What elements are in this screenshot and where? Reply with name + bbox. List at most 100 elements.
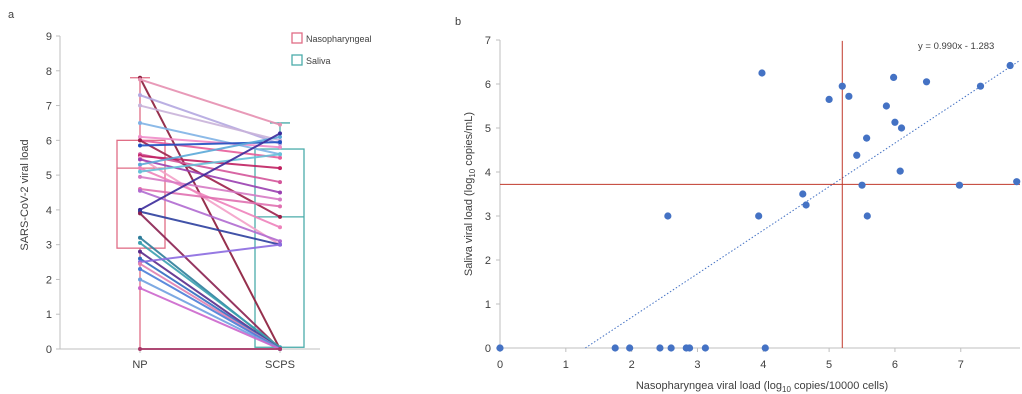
- np-point: [138, 134, 142, 139]
- pair-line: [139, 121, 281, 156]
- panel-a-y-axis-title: SARS-CoV-2 viral load: [19, 139, 31, 250]
- x-tick-label: 4: [760, 359, 766, 371]
- scps-point: [278, 140, 282, 145]
- scps-point: [278, 197, 282, 202]
- legend-swatch-nasopharyngeal: [291, 32, 303, 44]
- scps-point: [278, 204, 282, 209]
- paired-line: [138, 174, 282, 202]
- scatter-point: [755, 212, 763, 220]
- pair-line: [139, 212, 281, 350]
- scatter-point: [664, 212, 672, 220]
- np-point: [138, 261, 142, 266]
- scatter-point: [761, 344, 769, 352]
- np-point: [138, 174, 142, 179]
- scatter-point: [853, 151, 861, 159]
- scps-point: [278, 166, 282, 171]
- pair-line: [139, 210, 281, 246]
- np-point: [138, 267, 142, 272]
- scatter-point: [976, 82, 985, 90]
- paired-line: [138, 347, 282, 351]
- scatter-point: [922, 78, 931, 86]
- y-tick-label: 4: [46, 205, 52, 217]
- np-point: [138, 103, 142, 108]
- scatter-point: [863, 134, 871, 142]
- pair-line: [139, 243, 281, 264]
- scps-point: [278, 242, 282, 247]
- pair-line: [139, 287, 281, 350]
- scps-point: [278, 145, 282, 150]
- pair-line: [139, 139, 281, 159]
- panel-a-paired-lines: [138, 75, 282, 351]
- y-tick-label: 1: [46, 309, 52, 321]
- scps-point: [278, 131, 282, 136]
- np-point: [138, 188, 142, 193]
- scatter-point: [896, 167, 904, 175]
- np-point: [138, 256, 142, 261]
- paired-line: [138, 157, 282, 195]
- y-tick-label: 4: [485, 167, 491, 179]
- pair-line: [139, 78, 281, 126]
- scatter-point: [897, 124, 906, 132]
- x-tick-label: 5: [826, 359, 832, 371]
- legend-label-saliva: Saliva: [306, 56, 331, 66]
- y-tick-label: 5: [46, 170, 52, 182]
- panel-a-label: a: [8, 9, 15, 21]
- np-point: [138, 169, 142, 174]
- paired-line: [138, 152, 282, 174]
- y-tick-label: 1: [485, 299, 491, 311]
- y-tick-label: 2: [46, 274, 52, 286]
- scatter-point: [845, 92, 853, 100]
- y-tick-label: 9: [46, 31, 52, 43]
- scatter-point: [626, 344, 634, 352]
- scatter-point: [667, 344, 675, 352]
- panel-b-y-ticks: 0 1 2 3 4 5 6 7: [485, 35, 500, 355]
- scps-point: [278, 239, 282, 244]
- np-point: [138, 166, 142, 171]
- panel-b-y-axis-title: Saliva viral load (log10 copies/mL): [463, 112, 477, 276]
- scatter-point: [858, 181, 866, 189]
- y-tick-label: 0: [46, 344, 52, 356]
- scatter-point: [496, 344, 504, 352]
- x-tick-label: NP: [132, 359, 147, 371]
- x-tick-label: 2: [629, 359, 635, 371]
- panel-b-chart: b 0 1 2 3 4 5 6 7 0 1 2 3 4 5 6 7 y = 0.990x - 1.283 N…: [455, 16, 1021, 394]
- panel-a-legend: Nasopharyngeal Saliva: [291, 32, 372, 66]
- np-point: [138, 347, 142, 351]
- pair-line: [139, 135, 281, 166]
- y-tick-label: 3: [46, 240, 52, 252]
- x-tick-label: SCPS: [265, 359, 295, 371]
- pair-line: [139, 104, 281, 142]
- scatter-point: [685, 344, 694, 352]
- np-point: [138, 277, 142, 282]
- scatter-point: [799, 190, 807, 198]
- scatter-point: [955, 181, 964, 189]
- legend-swatch-saliva: [291, 54, 303, 66]
- np-point: [138, 77, 142, 82]
- np-point: [138, 235, 142, 240]
- paired-line: [138, 188, 282, 244]
- panel-b-x-ticks: 0 1 2 3 4 5 6 7: [497, 348, 964, 371]
- scatter-point: [863, 212, 871, 220]
- pair-line: [139, 278, 281, 350]
- pair-line: [139, 158, 281, 194]
- np-point: [138, 138, 142, 143]
- scps-point: [278, 190, 282, 195]
- pair-line: [139, 132, 281, 211]
- scps-point: [278, 225, 282, 230]
- y-tick-label: 2: [485, 255, 491, 267]
- np-point: [138, 120, 142, 125]
- np-point: [138, 211, 142, 216]
- np-point: [138, 240, 142, 245]
- scatter-point: [890, 73, 898, 81]
- panel-a-x-ticks: NP SCPS: [132, 349, 295, 371]
- trendline: [585, 59, 1021, 349]
- scps-point: [278, 347, 282, 351]
- panel-a-y-ticks: 0 1 2 3 4 5 6 7 8 9: [46, 31, 60, 356]
- y-tick-label: 7: [485, 35, 491, 47]
- x-tick-label: 7: [958, 359, 964, 371]
- scps-point: [278, 152, 282, 157]
- pair-line: [139, 188, 281, 208]
- scatter-point: [882, 102, 890, 110]
- y-tick-label: 0: [485, 343, 491, 355]
